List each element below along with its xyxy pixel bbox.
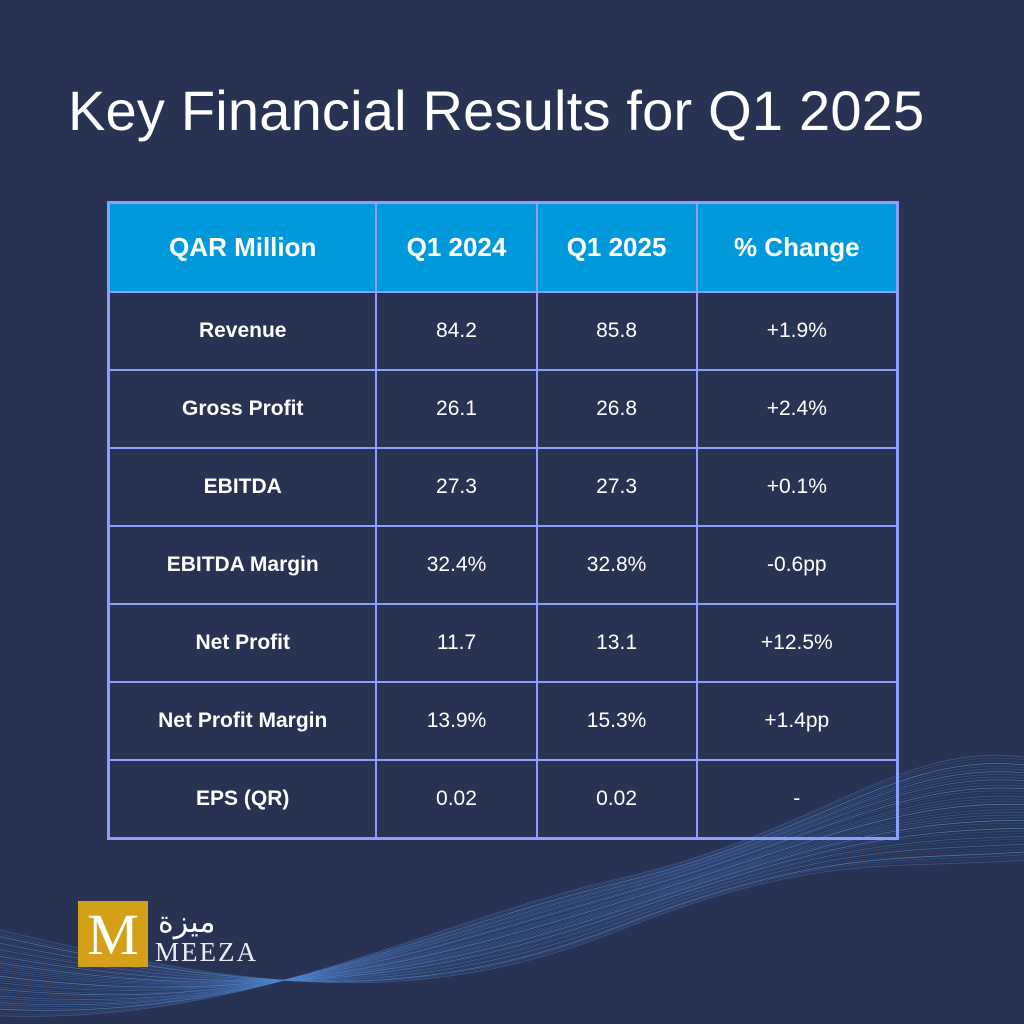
table-cell: +0.1% [697, 448, 898, 526]
table-cell: 26.8 [537, 370, 697, 448]
table-cell: 26.1 [376, 370, 536, 448]
row-label: EPS (QR) [109, 760, 377, 839]
table-cell: 27.3 [537, 448, 697, 526]
table-row: Gross Profit 26.1 26.8 +2.4% [109, 370, 898, 448]
row-label: Gross Profit [109, 370, 377, 448]
table-cell: +1.4pp [697, 682, 898, 760]
table-cell: 0.02 [537, 760, 697, 839]
table-row: Revenue 84.2 85.8 +1.9% [109, 292, 898, 370]
header-cell: % Change [697, 203, 898, 293]
table-cell: 32.8% [537, 526, 697, 604]
table-cell: +2.4% [697, 370, 898, 448]
table-row: Net Profit 11.7 13.1 +12.5% [109, 604, 898, 682]
row-label: Revenue [109, 292, 377, 370]
table-row: Net Profit Margin 13.9% 15.3% +1.4pp [109, 682, 898, 760]
table-cell: 0.02 [376, 760, 536, 839]
wave-line [0, 820, 1024, 982]
wave-line [0, 828, 1024, 980]
wave-line [0, 826, 1024, 981]
table-cell: +12.5% [697, 604, 898, 682]
table-cell: 27.3 [376, 448, 536, 526]
row-label: EBITDA Margin [109, 526, 377, 604]
wave-line [0, 831, 1024, 981]
table-cell: 13.1 [537, 604, 697, 682]
wave-line [0, 823, 1024, 981]
table-cell: 13.9% [376, 682, 536, 760]
table-cell: -0.6pp [697, 526, 898, 604]
row-label: EBITDA [109, 448, 377, 526]
table-cell: 32.4% [376, 526, 536, 604]
table-cell: +1.9% [697, 292, 898, 370]
row-label: Net Profit Margin [109, 682, 377, 760]
table-row: EPS (QR) 0.02 0.02- [109, 760, 898, 839]
header-cell: Q1 2025 [537, 203, 697, 293]
header-cell: QAR Million [109, 203, 377, 293]
meeza-logo: M [78, 901, 148, 967]
table-row: EBITDA Margin 32.4% 32.8% -0.6pp [109, 526, 898, 604]
table-cell: - [697, 760, 898, 839]
brand-name: MEEZA [155, 937, 258, 968]
table-cell: 11.7 [376, 604, 536, 682]
table-row: EBITDA 27.3 27.3 +0.1% [109, 448, 898, 526]
table-header-row: QAR Million Q1 2024 Q1 2025 % Change [109, 203, 898, 293]
table-cell: 15.3% [537, 682, 697, 760]
page-title: Key Financial Results for Q1 2025 [68, 78, 924, 143]
table-cell: 85.8 [537, 292, 697, 370]
header-cell: Q1 2024 [376, 203, 536, 293]
row-label: Net Profit [109, 604, 377, 682]
brand-arabic-name: ميزة [158, 905, 215, 940]
table-cell: 84.2 [376, 292, 536, 370]
financial-results-table: QAR Million Q1 2024 Q1 2025 % Change Rev… [107, 201, 899, 840]
